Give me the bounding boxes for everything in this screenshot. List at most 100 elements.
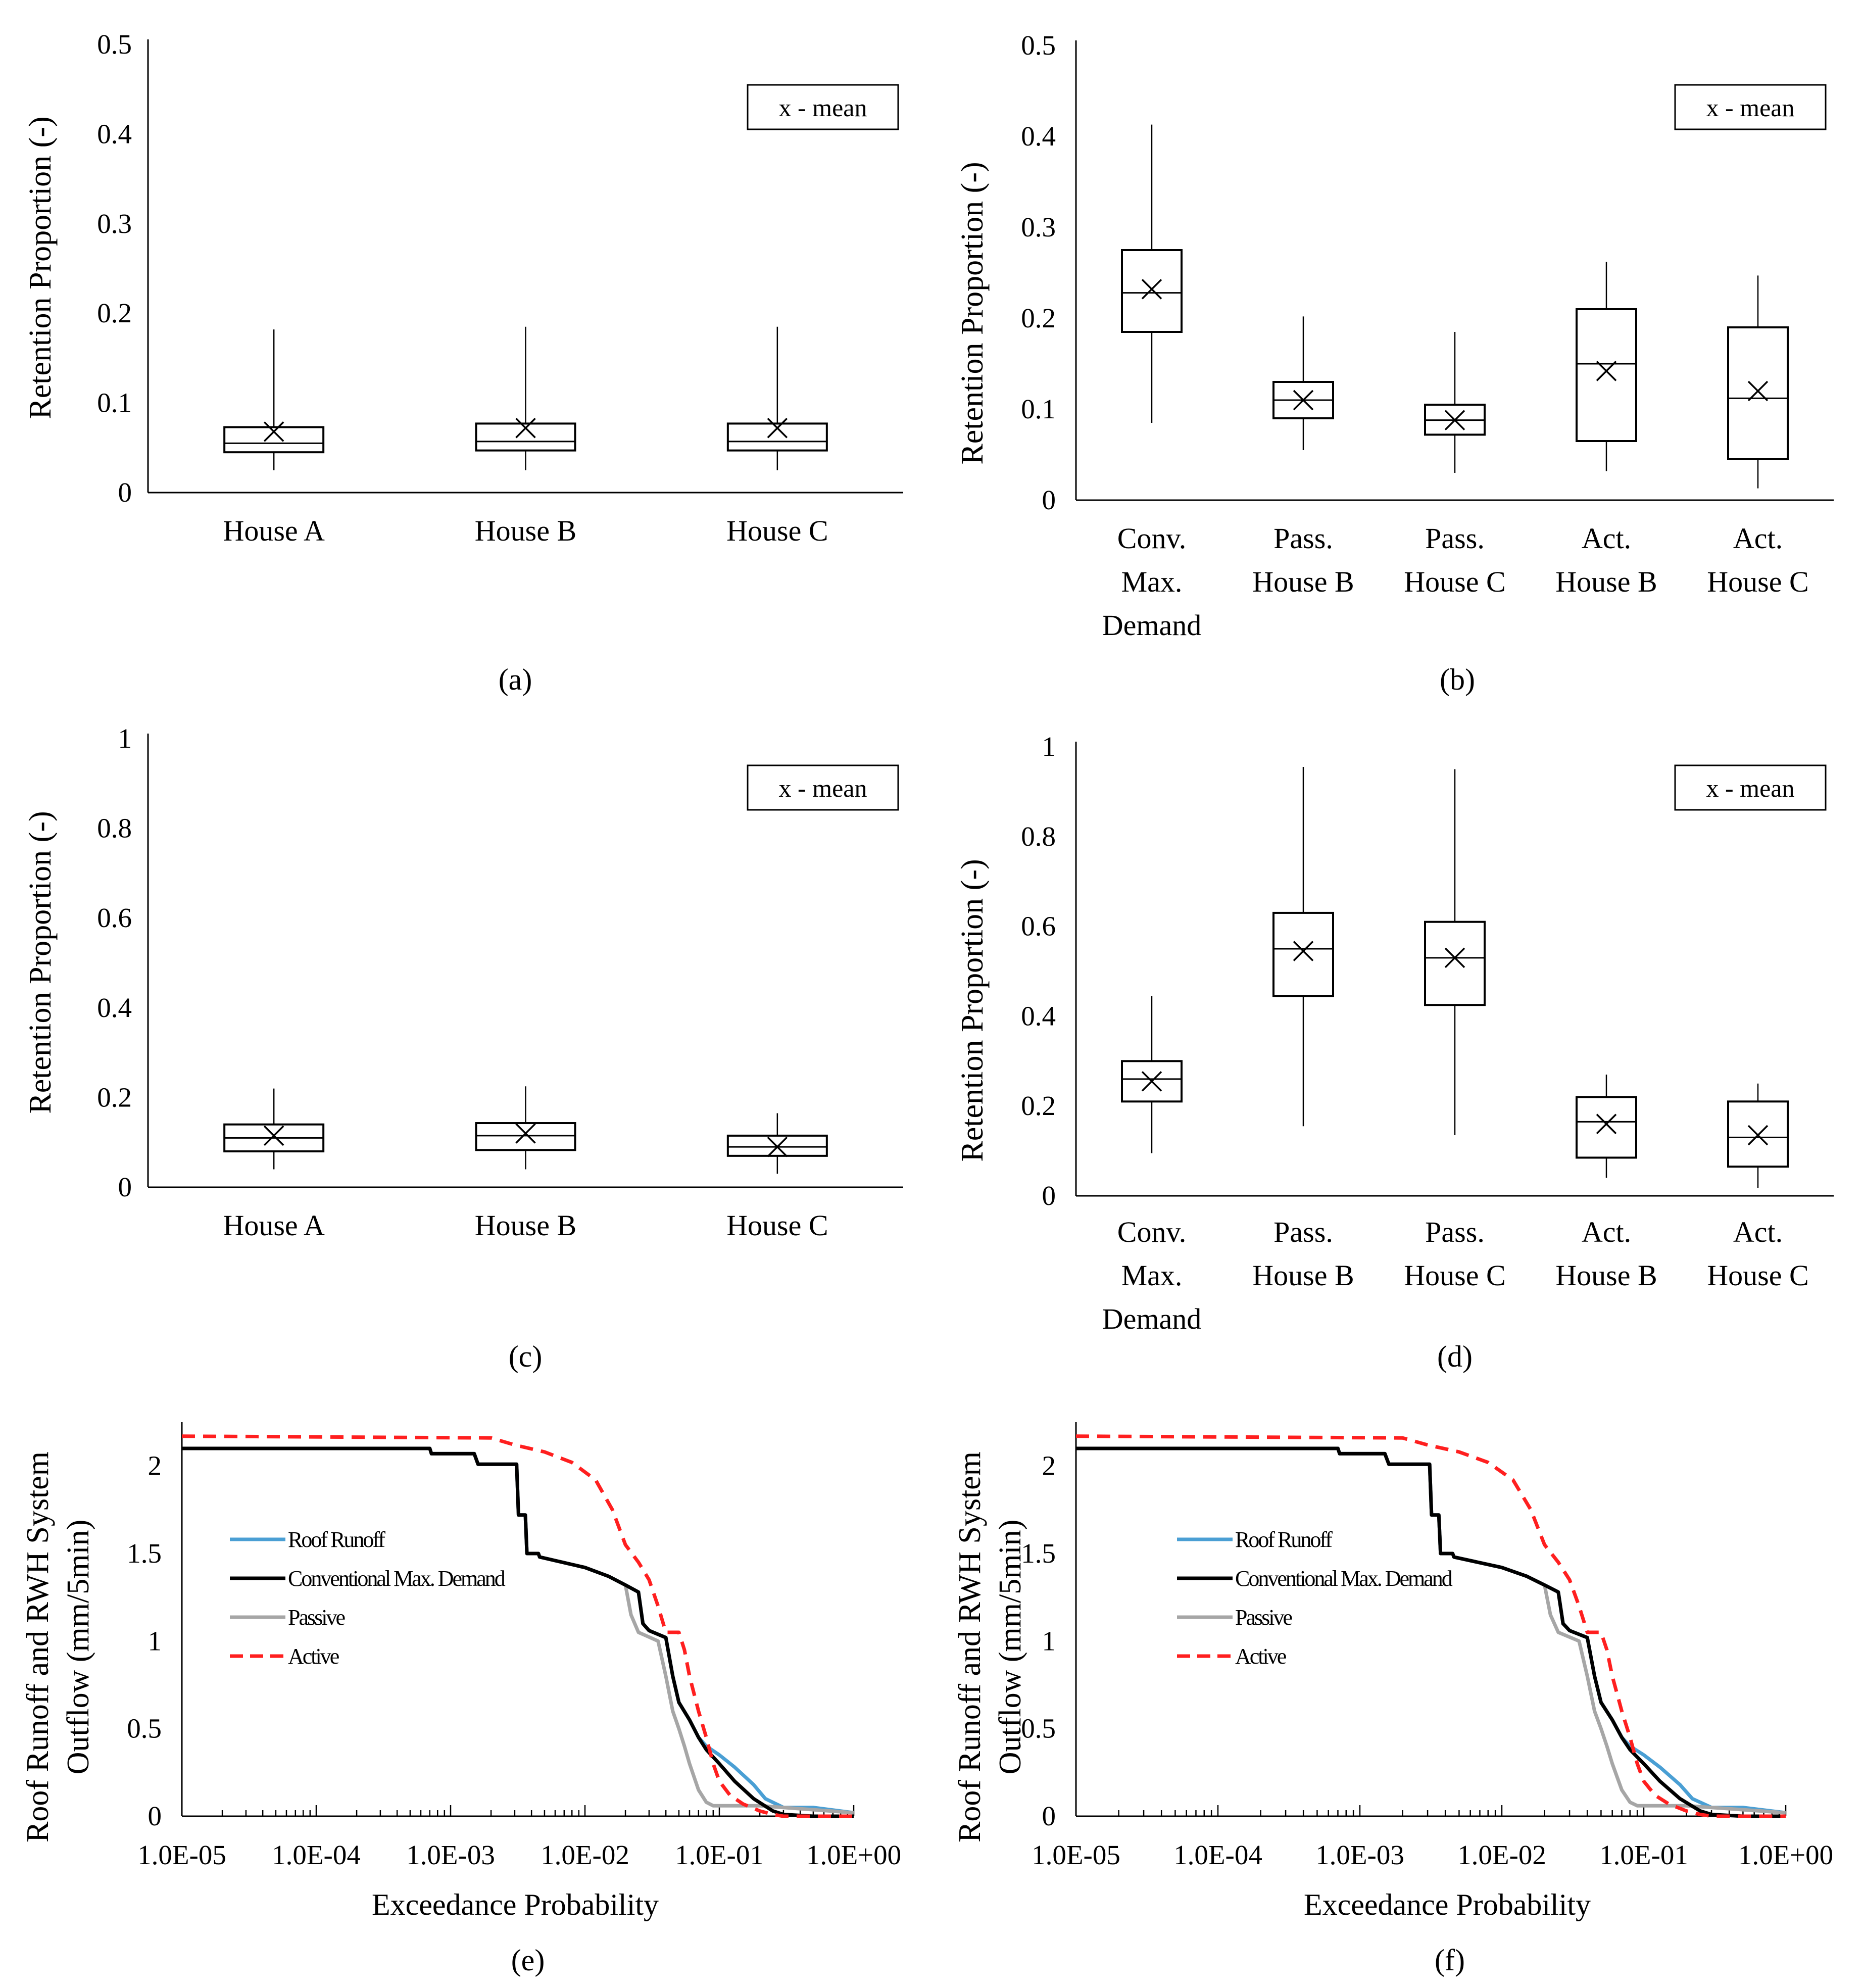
panel-d-mean-marker	[1596, 1113, 1617, 1134]
panel-e-y-axis-label-line2: Outflow (mm/5min)	[61, 1520, 95, 1775]
panel-d-legend-text: x - mean	[1706, 774, 1795, 802]
panel-d-box	[1424, 920, 1486, 1006]
panel-e-x-tick-label: 1.0E-05	[137, 1839, 226, 1870]
panel-d-category-label: Pass.	[1425, 1216, 1485, 1248]
panel-d-category-label: Act.	[1582, 1216, 1631, 1248]
panel-e-x-tick-label: 1.0E-02	[541, 1839, 629, 1870]
panel-c-legend-box	[747, 764, 899, 811]
panel-f-legend-entry: Passive	[1235, 1605, 1292, 1630]
panel-c: 0 0.2 0.4 0.6 0.8 1 Retention Proportion (-) x …	[23, 723, 903, 1373]
panel-b-y-tick-label: 0.2	[1021, 303, 1056, 333]
panel-a-category-label: House A	[223, 514, 325, 547]
panel-b-y-tick-label: 0.1	[1021, 394, 1056, 424]
panel-e-y-axis-label-line1: Roof Runoff and RWH System	[21, 1451, 55, 1842]
panel-d-box	[1272, 911, 1334, 997]
panel-b-category-label: Act.	[1582, 522, 1631, 555]
panel-c-category-label: House B	[475, 1209, 576, 1242]
panel-b-mean-marker	[1293, 390, 1314, 411]
panel-d-y-tick-label: 0.8	[1021, 821, 1056, 852]
panel-b-box	[1121, 249, 1183, 333]
panel-f-legend-entry: Roof Runoff	[1235, 1527, 1333, 1552]
panel-a-y-tick-label: 0.2	[97, 298, 132, 328]
panel-b-y-tick-label: 0.4	[1021, 121, 1056, 152]
panel-b-category-label: House C	[1404, 565, 1505, 598]
panel-f-y-axis-label-line2: Outflow (mm/5min)	[993, 1520, 1027, 1775]
panel-f-x-tick-label: 1.0E-05	[1032, 1839, 1120, 1870]
panel-e-x-tick-label: 1.0E+00	[806, 1839, 901, 1870]
panel-f-x-axis-label: Exceedance Probability	[1304, 1888, 1591, 1921]
panel-b-legend-text: x - mean	[1706, 93, 1795, 122]
panel-e-x-tick-label: 1.0E-03	[406, 1839, 495, 1870]
panel-e-legend-entry: Active	[288, 1644, 339, 1669]
panel-b-mean-marker	[1596, 361, 1617, 381]
panel-f-series-conventional-max-demand	[1076, 1446, 1786, 1818]
panel-c-panel-label: (c)	[509, 1340, 543, 1373]
panel-f-y-tick-label: 0.5	[1021, 1713, 1056, 1744]
panel-d-mean-marker	[1141, 1071, 1162, 1092]
panel-e-y-tick-label: 0	[148, 1801, 162, 1831]
panel-e-y-tick-label: 1	[148, 1625, 162, 1656]
panel-d-category-label: Demand	[1102, 1302, 1202, 1335]
panel-a-panel-label: (a)	[499, 663, 532, 696]
panel-a-y-tick-label: 0.5	[97, 29, 132, 60]
panel-f: 1.0E-05 1.0E-04 1.0E-03 1.0E-02 1.0E-01 1.0E+…	[953, 1422, 1833, 1977]
panel-b-category-label: Act.	[1733, 522, 1783, 555]
panel-d-category-label: House B	[1555, 1259, 1657, 1292]
panel-f-legend-entry: Active	[1235, 1644, 1286, 1669]
panel-d-y-tick-label: 0.4	[1021, 1000, 1056, 1031]
panel-e: 1.0E-05 1.0E-04 1.0E-03 1.0E-02 1.0E-01 1.0E+…	[21, 1422, 901, 1977]
panel-b-mean-marker	[1141, 279, 1162, 300]
panel-d-y-tick-label: 0.2	[1021, 1090, 1056, 1121]
panel-b-mean-marker	[1747, 380, 1769, 402]
panel-d-y-tick-label: 0	[1042, 1180, 1056, 1211]
panel-f-y-tick-label: 2	[1042, 1450, 1056, 1481]
panel-e-x-tick-label: 1.0E-04	[272, 1839, 361, 1870]
panel-b-legend-box	[1674, 84, 1827, 130]
panel-b-box	[1727, 326, 1789, 460]
panel-b-panel-label: (b)	[1440, 663, 1475, 696]
panel-b-box	[1576, 308, 1637, 442]
panel-a-legend-text: x - mean	[779, 93, 867, 122]
panel-a-y-axis-label: Retention Proportion (-)	[23, 116, 58, 419]
panel-e-y-tick-label: 1.5	[127, 1538, 162, 1569]
panel-f-x-tick-label: 1.0E-03	[1315, 1839, 1404, 1870]
panel-f-y-tick-label: 0	[1042, 1801, 1056, 1831]
panel-d-category-label: House C	[1404, 1259, 1505, 1292]
panel-b-y-tick-label: 0	[1042, 484, 1056, 515]
panel-e-panel-label: (e)	[511, 1944, 545, 1977]
panel-d-category-label: Max.	[1121, 1259, 1183, 1292]
panel-b-category-label: Pass.	[1273, 522, 1333, 555]
panel-a-y-tick-label: 0.3	[97, 208, 132, 239]
panel-b-category-label: Demand	[1102, 609, 1202, 642]
panel-f-y-tick-label: 1.5	[1021, 1538, 1056, 1569]
panel-e-x-axis-label: Exceedance Probability	[372, 1888, 659, 1921]
panel-c-y-tick-label: 0.8	[97, 813, 132, 844]
panel-d-y-axis-label: Retention Proportion (-)	[955, 859, 990, 1161]
panel-d-mean-marker	[1444, 947, 1465, 968]
panel-d-y-tick-label: 1	[1042, 731, 1056, 762]
panel-d: 0 0.2 0.4 0.6 0.8 1 Retention Proportion (-) x …	[955, 731, 1834, 1373]
panel-a-y-tick-label: 0.1	[97, 387, 132, 418]
panel-a-category-label: House C	[726, 514, 828, 547]
panel-d-category-label: House B	[1252, 1259, 1354, 1292]
panel-f-x-tick-label: 1.0E-01	[1599, 1839, 1688, 1870]
panel-d-category-label: Conv.	[1117, 1216, 1186, 1248]
panel-e-y-tick-label: 0.5	[127, 1713, 162, 1744]
panel-c-mean-marker	[515, 1123, 536, 1144]
panel-b-category-label: Max.	[1121, 565, 1183, 598]
panel-d-category-label: Pass.	[1273, 1216, 1333, 1248]
panel-f-x-tick-label: 1.0E-02	[1457, 1839, 1546, 1870]
panel-c-legend-text: x - mean	[779, 774, 867, 802]
panel-e-x-tick-label: 1.0E-01	[675, 1839, 764, 1870]
panel-c-mean-marker	[767, 1136, 788, 1157]
panel-d-box	[1576, 1096, 1637, 1159]
panel-e-legend-entry: Passive	[288, 1605, 345, 1630]
panel-d-category-label: Act.	[1733, 1216, 1783, 1248]
panel-a-category-label: House B	[475, 514, 576, 547]
panel-b-category-label: House C	[1707, 565, 1808, 598]
panel-b-category-label: House B	[1555, 565, 1657, 598]
panel-a-y-tick-label: 0.4	[97, 118, 132, 149]
panel-a-y-tick-label: 0	[118, 477, 132, 508]
panel-f-y-tick-label: 1	[1042, 1625, 1056, 1656]
